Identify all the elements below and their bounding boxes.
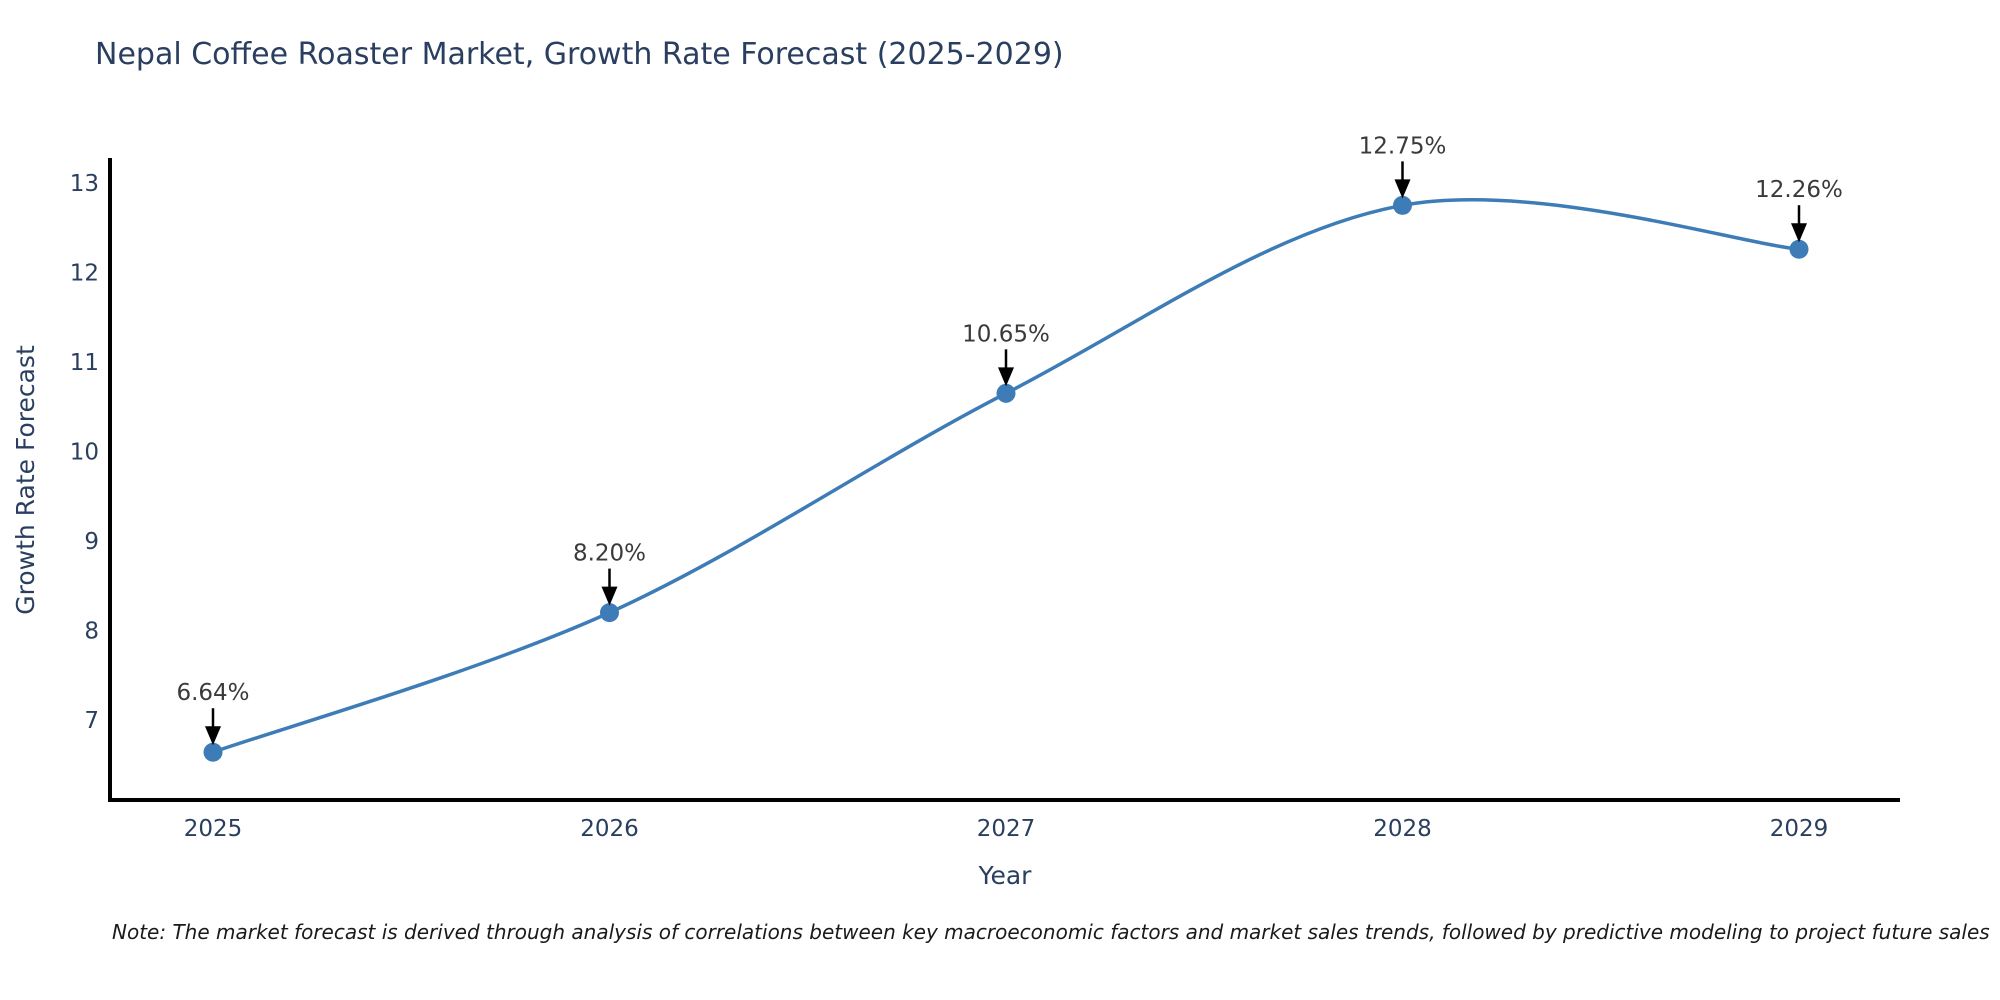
- x-axis-title: Year: [978, 861, 1033, 890]
- data-annotations: 6.64% 8.20% 10.65% 12.75% 12.26%: [176, 133, 1843, 746]
- y-tick-label: 9: [84, 529, 99, 555]
- data-point-markers: [203, 195, 1809, 762]
- x-tick-label: 2029: [1770, 816, 1829, 842]
- data-point-marker: [1789, 239, 1809, 259]
- x-tick-labels: 2025 2026 2027 2028 2029: [184, 816, 1829, 842]
- data-point-label: 10.65%: [962, 321, 1050, 347]
- x-tick-label: 2027: [977, 816, 1036, 842]
- data-point-marker: [996, 383, 1016, 403]
- data-point-marker: [600, 603, 619, 623]
- data-point-label: 6.64%: [176, 680, 249, 706]
- x-tick-label: 2028: [1373, 816, 1432, 842]
- y-tick-label: 13: [70, 171, 99, 197]
- x-tick-label: 2026: [580, 816, 639, 842]
- series-line: [211, 198, 1801, 754]
- data-point-label: 12.75%: [1359, 133, 1447, 159]
- y-tick-labels: 7 8 9 10 11 12 13: [70, 171, 99, 734]
- annotation-arrowhead-icon: [601, 586, 618, 606]
- annotation-arrowhead-icon: [998, 367, 1014, 387]
- annotation-arrowhead-icon: [205, 726, 221, 746]
- x-tick-label: 2025: [184, 816, 243, 842]
- y-tick-label: 11: [70, 350, 99, 376]
- footnote: Note: The market forecast is derived thr…: [112, 920, 1990, 944]
- y-axis-title: Growth Rate Forecast: [11, 345, 40, 615]
- data-point-marker: [203, 742, 223, 762]
- chart-title: Nepal Coffee Roaster Market, Growth Rate…: [95, 37, 1064, 72]
- annotation-arrowhead-icon: [1394, 179, 1411, 199]
- y-tick-label: 7: [84, 708, 99, 734]
- y-tick-label: 12: [70, 261, 99, 287]
- y-tick-label: 8: [84, 619, 99, 645]
- data-point-marker: [1393, 195, 1412, 215]
- data-point-label: 8.20%: [573, 541, 646, 567]
- annotation-arrowhead-icon: [1791, 223, 1807, 243]
- data-point-label: 12.26%: [1755, 177, 1843, 203]
- y-tick-label: 10: [70, 440, 99, 466]
